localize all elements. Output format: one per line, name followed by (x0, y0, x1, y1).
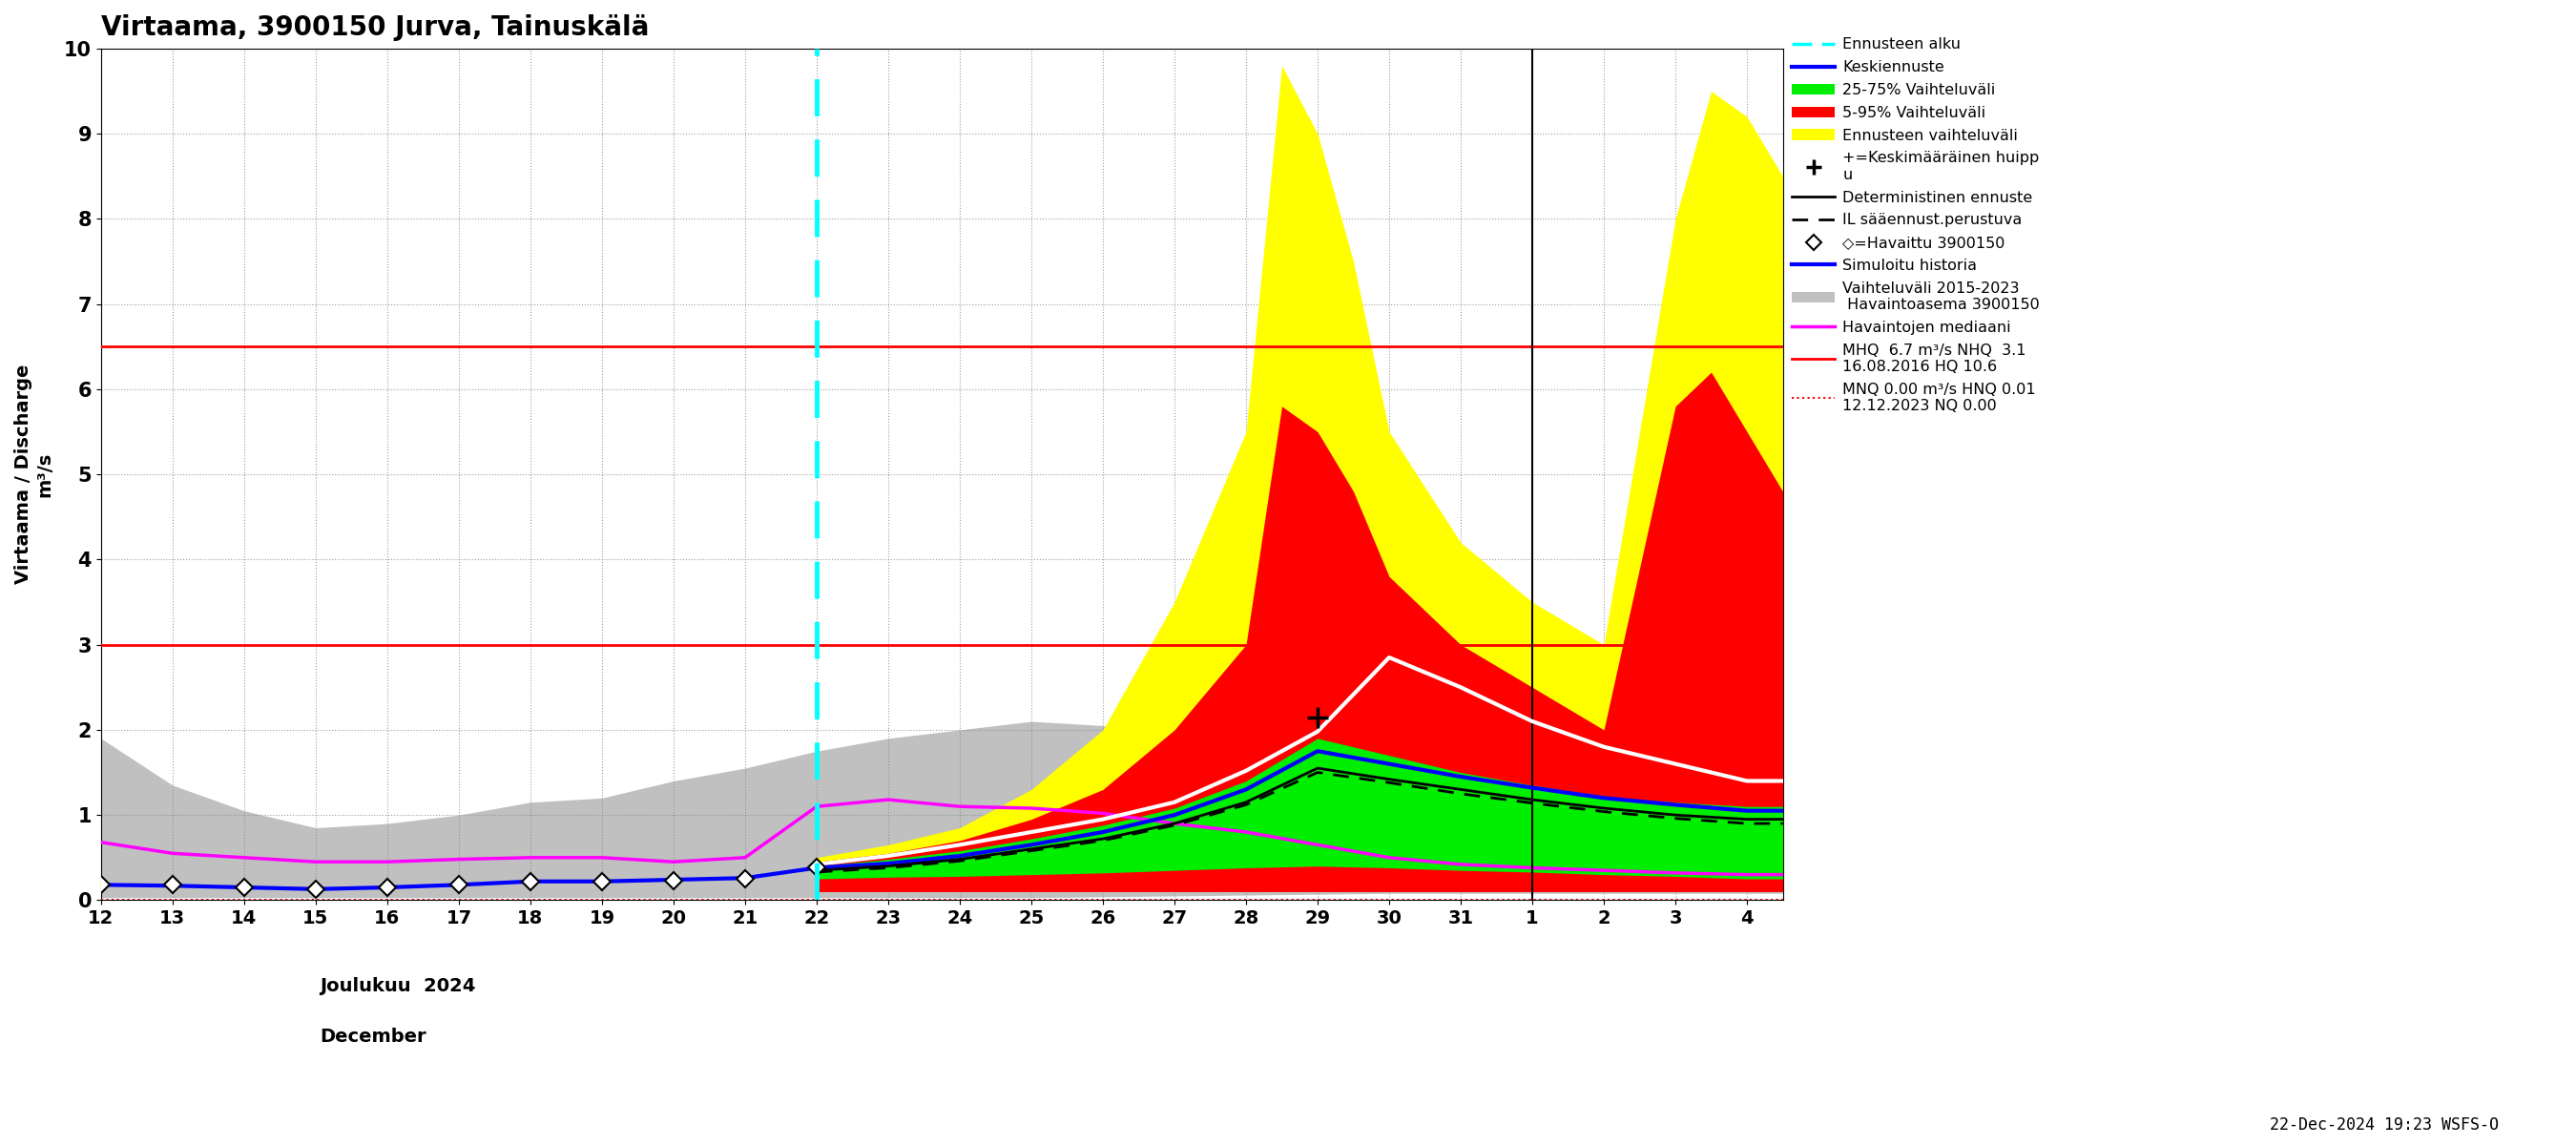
Text: Virtaama, 3900150 Jurva, Tainuskälä: Virtaama, 3900150 Jurva, Tainuskälä (100, 14, 649, 41)
Text: December: December (319, 1028, 425, 1047)
Text: Joulukuu  2024: Joulukuu 2024 (319, 977, 477, 995)
Text: 22-Dec-2024 19:23 WSFS-O: 22-Dec-2024 19:23 WSFS-O (2269, 1116, 2499, 1134)
Legend: Ennusteen alku, Keskiennuste, 25-75% Vaihteluväli, 5-95% Vaihteluväli, Ennusteen: Ennusteen alku, Keskiennuste, 25-75% Vai… (1785, 32, 2045, 419)
Y-axis label: Virtaama / Discharge
m³/s: Virtaama / Discharge m³/s (15, 364, 54, 584)
